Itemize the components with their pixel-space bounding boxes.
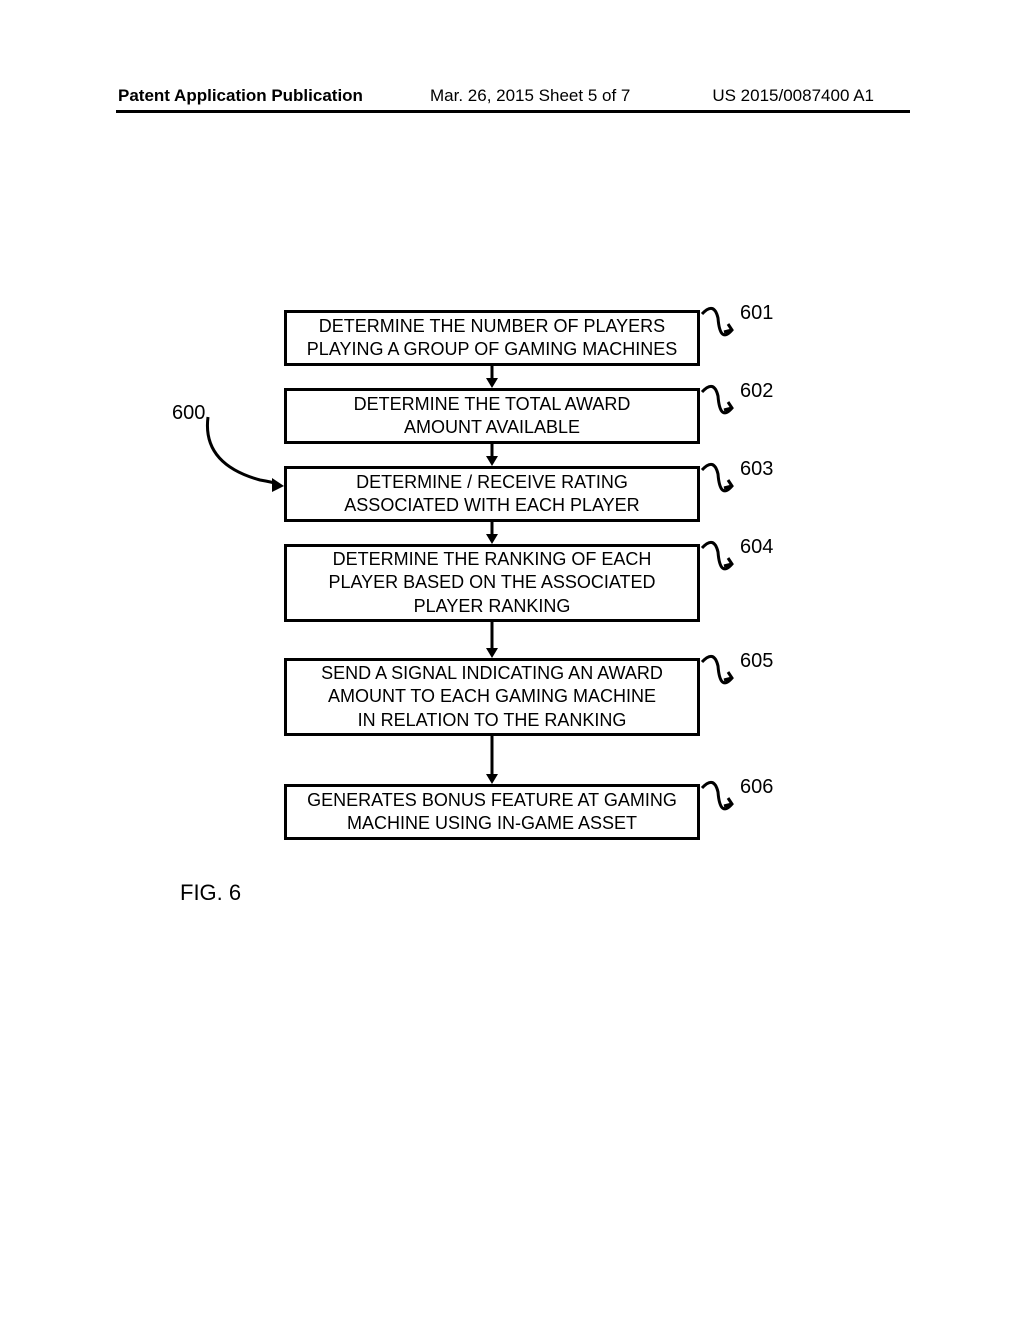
arrow-603-604 xyxy=(486,522,498,544)
flow-text-604: DETERMINE THE RANKING OF EACHPLAYER BASE… xyxy=(328,548,655,618)
flow-text-605: SEND A SIGNAL INDICATING AN AWARDAMOUNT … xyxy=(321,662,663,732)
flow-box-605: SEND A SIGNAL INDICATING AN AWARDAMOUNT … xyxy=(284,658,700,736)
arrow-602-603 xyxy=(486,444,498,466)
page-header: Patent Application Publication Mar. 26, … xyxy=(0,86,1024,106)
ref-606: 606 xyxy=(740,776,773,799)
flow-box-601: DETERMINE THE NUMBER OF PLAYERSPLAYING A… xyxy=(284,310,700,366)
flow-box-604: DETERMINE THE RANKING OF EACHPLAYER BASE… xyxy=(284,544,700,622)
bracket-603 xyxy=(700,460,740,504)
bracket-602 xyxy=(700,382,740,426)
bracket-604 xyxy=(700,538,740,582)
header-divider xyxy=(116,110,910,113)
ref-601: 601 xyxy=(740,302,773,325)
header-left: Patent Application Publication xyxy=(118,86,363,106)
header-center: Mar. 26, 2015 Sheet 5 of 7 xyxy=(430,86,630,106)
ref-603: 603 xyxy=(740,458,773,481)
header-right: US 2015/0087400 A1 xyxy=(712,86,874,106)
ref-602: 602 xyxy=(740,380,773,403)
flow-text-601: DETERMINE THE NUMBER OF PLAYERSPLAYING A… xyxy=(307,315,677,362)
pointer-600 xyxy=(200,414,290,494)
bracket-606 xyxy=(700,778,740,822)
bracket-605 xyxy=(700,652,740,696)
flow-box-606: GENERATES BONUS FEATURE AT GAMINGMACHINE… xyxy=(284,784,700,840)
arrow-605-606 xyxy=(486,736,498,784)
flow-text-602: DETERMINE THE TOTAL AWARDAMOUNT AVAILABL… xyxy=(354,393,631,440)
bracket-601 xyxy=(700,304,740,348)
flow-text-606: GENERATES BONUS FEATURE AT GAMINGMACHINE… xyxy=(307,789,677,836)
flow-box-602: DETERMINE THE TOTAL AWARDAMOUNT AVAILABL… xyxy=(284,388,700,444)
arrow-601-602 xyxy=(486,366,498,388)
ref-604: 604 xyxy=(740,536,773,559)
fig-label: FIG. 6 xyxy=(180,880,241,906)
flow-box-603: DETERMINE / RECEIVE RATINGASSOCIATED WIT… xyxy=(284,466,700,522)
flow-text-603: DETERMINE / RECEIVE RATINGASSOCIATED WIT… xyxy=(344,471,639,518)
arrow-604-605 xyxy=(486,622,498,658)
ref-605: 605 xyxy=(740,650,773,673)
